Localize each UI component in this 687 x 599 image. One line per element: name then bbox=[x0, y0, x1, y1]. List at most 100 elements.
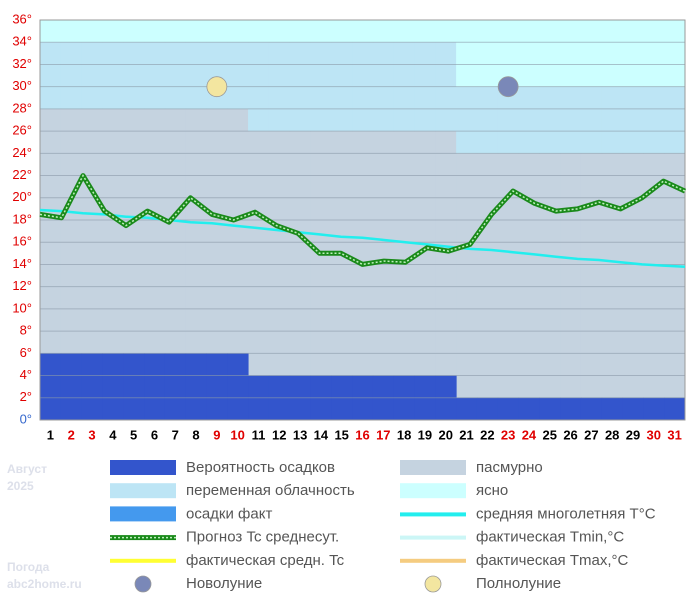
x-tick-label: 19 bbox=[418, 427, 432, 442]
x-tick-label: 8 bbox=[192, 427, 199, 442]
legend-label: ясно bbox=[476, 482, 508, 499]
sky-band bbox=[622, 20, 644, 87]
precipitation-bar bbox=[164, 353, 187, 420]
site-title: Погода bbox=[7, 560, 50, 574]
x-tick-label: 9 bbox=[213, 427, 220, 442]
precipitation-bar bbox=[476, 397, 499, 420]
sky-band bbox=[580, 20, 603, 87]
sky-band bbox=[560, 20, 582, 87]
sky-band bbox=[560, 86, 582, 154]
year: 2025 bbox=[7, 479, 34, 493]
x-tick-label: 12 bbox=[272, 427, 286, 442]
y-tick-label: 2° bbox=[20, 389, 32, 404]
precipitation-bar bbox=[601, 397, 624, 420]
sky-band bbox=[664, 20, 686, 87]
sky-band bbox=[185, 42, 207, 109]
legend-label: Прогноз Tc среднесут. bbox=[186, 529, 339, 546]
sky-band bbox=[435, 20, 457, 43]
precipitation-bar bbox=[518, 397, 540, 420]
precipitation-bar bbox=[123, 353, 145, 420]
sky-band bbox=[372, 20, 395, 43]
legend-swatch bbox=[110, 558, 176, 563]
x-tick-label: 6 bbox=[151, 427, 158, 442]
sky-band bbox=[289, 131, 311, 420]
sky-band bbox=[102, 20, 124, 43]
y-tick-label: 6° bbox=[20, 345, 32, 360]
sky-band bbox=[539, 20, 561, 87]
sky-band bbox=[643, 20, 665, 87]
y-tick-label: 28° bbox=[12, 100, 32, 115]
y-tick-label: 22° bbox=[12, 167, 32, 182]
plot-border bbox=[39, 19, 686, 421]
forecast-line-pattern bbox=[39, 174, 686, 266]
x-tick-label: 7 bbox=[172, 427, 179, 442]
sky-band bbox=[372, 131, 395, 420]
sky-band bbox=[497, 86, 520, 154]
y-tick-label: 14° bbox=[12, 256, 32, 271]
x-tick-label: 18 bbox=[397, 427, 411, 442]
x-tick-label: 16 bbox=[355, 427, 369, 442]
x-tick-label: 24 bbox=[522, 427, 537, 442]
x-tick-label: 15 bbox=[334, 427, 348, 442]
sky-band bbox=[331, 131, 353, 420]
sky-band bbox=[102, 42, 124, 109]
sky-band bbox=[81, 20, 103, 43]
sky-band bbox=[518, 20, 540, 87]
x-tick-label: 11 bbox=[252, 427, 266, 442]
precipitation-bar bbox=[539, 397, 561, 420]
sky-band bbox=[435, 131, 457, 420]
sky-band bbox=[643, 86, 665, 154]
legend-swatch bbox=[424, 575, 442, 593]
x-tick-label: 23 bbox=[501, 427, 515, 442]
precipitation-bar bbox=[102, 353, 124, 420]
sky-band bbox=[227, 20, 249, 43]
x-tick-label: 13 bbox=[293, 427, 307, 442]
x-tick-label: 17 bbox=[376, 427, 390, 442]
precipitation-bar bbox=[580, 397, 603, 420]
sky-band bbox=[497, 20, 520, 87]
x-tick-label: 3 bbox=[88, 427, 95, 442]
x-tick-label: 29 bbox=[626, 427, 640, 442]
sky-band bbox=[580, 86, 603, 154]
sky-band bbox=[60, 20, 83, 43]
legend-swatch bbox=[110, 460, 176, 475]
sky-band bbox=[60, 42, 83, 109]
sky-band bbox=[518, 86, 540, 154]
x-tick-label: 14 bbox=[314, 427, 329, 442]
sky-band bbox=[164, 42, 187, 109]
legend-swatch bbox=[400, 483, 466, 499]
precipitation-bar bbox=[497, 397, 520, 420]
x-tick-label: 1 bbox=[47, 427, 54, 442]
legend-swatch bbox=[110, 483, 176, 499]
sky-band bbox=[352, 20, 374, 43]
x-tick-label: 4 bbox=[109, 427, 117, 442]
y-tick-label: 16° bbox=[12, 234, 32, 249]
sky-band bbox=[81, 42, 103, 109]
month: Август bbox=[7, 462, 47, 476]
sky-band bbox=[352, 131, 374, 420]
sky-band bbox=[393, 131, 416, 420]
sky-band bbox=[268, 20, 291, 43]
sky-band bbox=[456, 20, 478, 87]
y-tick-label: 0° bbox=[20, 411, 32, 426]
precipitation-bar bbox=[40, 353, 62, 420]
x-tick-label: 10 bbox=[230, 427, 244, 442]
precipitation-bar bbox=[643, 397, 665, 420]
x-tick-label: 27 bbox=[584, 427, 598, 442]
normal-temp-line bbox=[39, 208, 686, 268]
legend-swatch bbox=[134, 575, 152, 593]
legend-swatch bbox=[400, 512, 466, 517]
precipitation-bar bbox=[622, 397, 644, 420]
sky-band bbox=[601, 86, 624, 154]
sky-band bbox=[476, 20, 499, 87]
sky-band bbox=[164, 20, 187, 43]
legend-swatch bbox=[400, 535, 466, 540]
sky-band bbox=[310, 20, 332, 43]
x-tick-label: 26 bbox=[563, 427, 577, 442]
legend-label: пасмурно bbox=[476, 459, 543, 476]
x-tick-label: 30 bbox=[647, 427, 661, 442]
y-tick-label: 32° bbox=[12, 56, 32, 71]
precipitation-bar bbox=[227, 353, 249, 420]
precipitation-bar bbox=[664, 397, 686, 420]
